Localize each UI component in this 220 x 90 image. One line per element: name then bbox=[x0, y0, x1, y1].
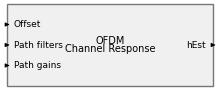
Text: Channel Response: Channel Response bbox=[65, 44, 155, 54]
Text: Offset: Offset bbox=[14, 20, 41, 29]
Text: hEst: hEst bbox=[186, 40, 206, 50]
Text: Path gains: Path gains bbox=[14, 61, 61, 70]
Polygon shape bbox=[5, 43, 9, 47]
Polygon shape bbox=[211, 43, 215, 47]
Text: OFDM: OFDM bbox=[95, 36, 125, 46]
Polygon shape bbox=[5, 23, 9, 26]
Polygon shape bbox=[5, 64, 9, 67]
Text: Path filters: Path filters bbox=[14, 40, 63, 50]
